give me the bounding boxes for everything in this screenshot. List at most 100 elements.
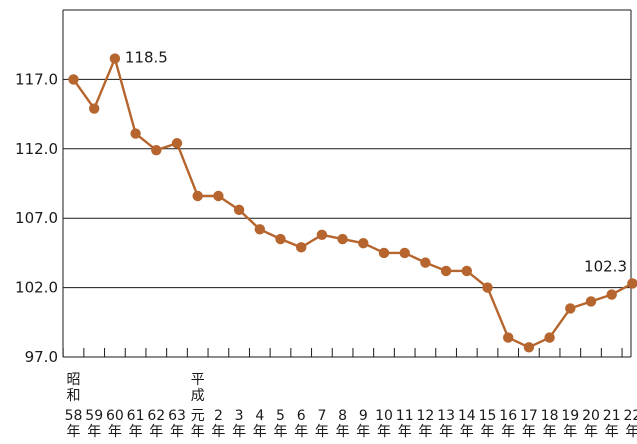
x-category-label: 19 xyxy=(561,408,579,424)
x-category-label: 年 xyxy=(315,424,329,440)
x-category-label: 年 xyxy=(356,424,370,440)
x-category-label: 年 xyxy=(253,424,267,440)
x-category-label: 年 xyxy=(439,424,453,440)
x-category-label: 年 xyxy=(294,424,308,440)
x-category-label: 年 xyxy=(232,424,246,440)
x-category-label: 年 xyxy=(129,424,143,440)
x-category-label: 6 xyxy=(297,408,306,424)
data-point xyxy=(461,265,472,277)
data-point xyxy=(585,296,597,307)
x-category-label: 年 xyxy=(625,424,637,440)
x-category-label: 58 xyxy=(65,408,83,424)
x-category-label: 平 xyxy=(191,372,205,388)
x-category-label: 年 xyxy=(108,424,122,440)
x-category-label: 20 xyxy=(582,408,600,424)
x-category-label: 18 xyxy=(541,408,559,424)
x-category-label: 昭 xyxy=(67,372,81,388)
x-category-label: 年 xyxy=(398,424,412,440)
x-category-label: 年 xyxy=(87,424,101,440)
x-category-label: 年 xyxy=(149,424,163,440)
data-point xyxy=(503,332,514,343)
y-tick-label: 112.0 xyxy=(15,140,58,158)
data-labels: 118.5 102.3 xyxy=(125,49,627,276)
data-point xyxy=(296,242,307,253)
data-point xyxy=(420,257,431,268)
x-category-label: 59 xyxy=(85,408,103,424)
x-category-label: 年 xyxy=(501,424,515,440)
x-category-label: 年 xyxy=(418,424,432,440)
x-category-label: 12 xyxy=(416,408,434,424)
x-category-label: 年 xyxy=(481,424,495,440)
x-category-label: 10 xyxy=(375,408,393,424)
data-point xyxy=(130,128,141,139)
x-category-label: 2 xyxy=(214,408,223,424)
data-point xyxy=(399,247,410,259)
x-category-label: 7 xyxy=(317,408,326,424)
x-category-label: 年 xyxy=(377,424,391,440)
data-point xyxy=(606,289,617,300)
y-tick-label: 97.0 xyxy=(25,348,58,366)
data-point xyxy=(233,204,245,216)
x-category-label: 4 xyxy=(255,408,264,424)
x-category-label: 60 xyxy=(106,408,124,424)
x-category-label: 年 xyxy=(274,424,288,440)
x-category-label: 16 xyxy=(499,408,517,424)
x-category-label: 年 xyxy=(67,424,81,440)
data-point xyxy=(337,233,348,245)
data-point xyxy=(171,138,183,149)
data-point xyxy=(213,190,224,202)
data-point xyxy=(68,74,79,85)
data-point xyxy=(151,144,162,156)
data-point xyxy=(627,278,637,289)
x-category-label: 年 xyxy=(563,424,577,440)
x-category-label: 21 xyxy=(603,408,621,424)
axes xyxy=(62,9,632,358)
x-category-label: 元 xyxy=(191,408,205,424)
x-category-label: 年 xyxy=(460,424,474,440)
x-category-label: 年 xyxy=(336,424,350,440)
y-tick-labels: 117.0 112.0 107.0 102.0 97.0 xyxy=(15,70,58,366)
data-label: 102.3 xyxy=(584,257,627,275)
x-category-label: 22 xyxy=(623,408,637,424)
data-point xyxy=(89,103,100,114)
x-category-label: 成 xyxy=(191,388,205,404)
series xyxy=(68,53,637,353)
x-category-label: 17 xyxy=(520,408,538,424)
data-point xyxy=(275,233,286,245)
x-category-label: 年 xyxy=(211,424,225,440)
x-category-label: 13 xyxy=(437,408,455,424)
grid-lines xyxy=(63,78,631,289)
x-category-label: 9 xyxy=(359,408,368,424)
x-category-label: 和 xyxy=(67,388,81,404)
data-point xyxy=(254,224,265,235)
x-category-labels: 昭和58年59年60年61年62年63年平成元年2年3年4年5年6年7年8年9年… xyxy=(65,372,637,440)
data-point xyxy=(565,303,576,314)
data-point xyxy=(544,332,555,343)
data-label: 118.5 xyxy=(125,49,168,67)
x-category-label: 8 xyxy=(338,408,347,424)
y-tick-label: 117.0 xyxy=(15,70,58,88)
x-category-label: 年 xyxy=(522,424,536,440)
data-point xyxy=(316,229,328,241)
data-point xyxy=(482,282,493,293)
x-tick-marks xyxy=(62,348,623,357)
x-category-label: 年 xyxy=(191,424,205,440)
x-category-label: 15 xyxy=(479,408,497,424)
x-category-label: 3 xyxy=(235,408,244,424)
y-tick-label: 107.0 xyxy=(15,209,58,227)
x-category-label: 5 xyxy=(276,408,285,424)
x-category-label: 62 xyxy=(147,408,165,424)
x-category-label: 年 xyxy=(543,424,557,440)
data-point xyxy=(358,237,369,249)
x-category-label: 年 xyxy=(170,424,184,440)
data-point xyxy=(440,265,452,277)
data-point xyxy=(109,53,121,64)
x-category-label: 63 xyxy=(168,408,186,424)
y-tick-label: 102.0 xyxy=(15,279,58,297)
x-category-label: 11 xyxy=(396,408,414,424)
x-category-label: 14 xyxy=(458,408,476,424)
x-category-label: 61 xyxy=(127,408,145,424)
series-line xyxy=(72,57,633,349)
x-category-label: 年 xyxy=(605,424,619,440)
